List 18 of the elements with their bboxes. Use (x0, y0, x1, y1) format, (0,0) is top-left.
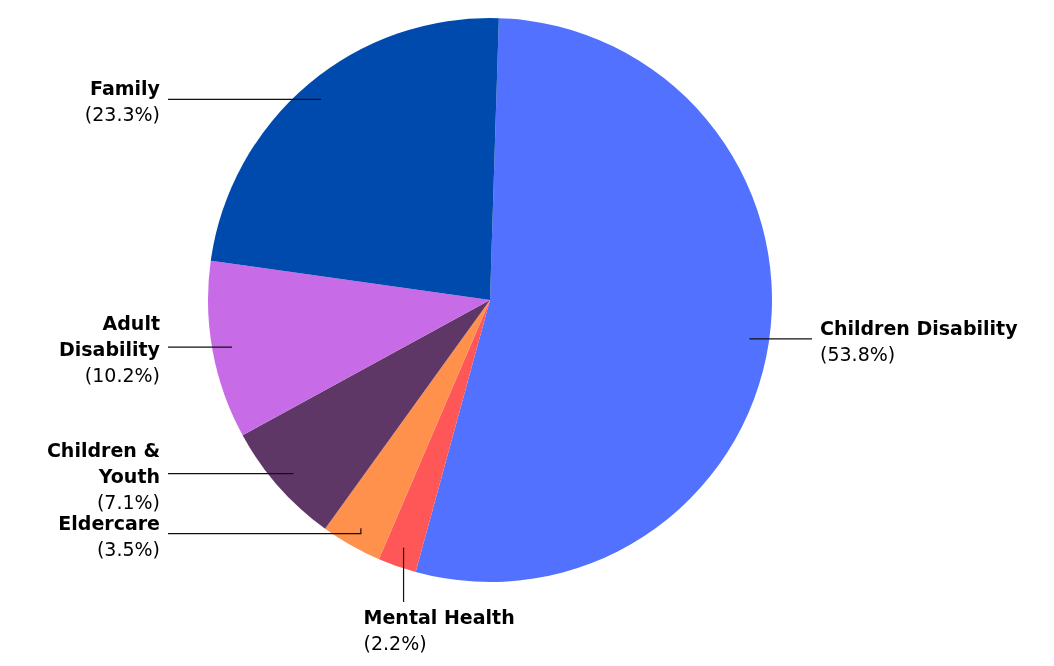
data-label: (7.1%) (96, 490, 160, 513)
data-label: (23.3%) (84, 103, 160, 126)
pie-slice (415, 18, 772, 582)
slice-label: Family (90, 77, 161, 100)
pie-slice (378, 300, 490, 573)
data-label: (3.5%) (96, 537, 160, 560)
pie-slice (208, 260, 490, 436)
pie-slice (242, 300, 490, 529)
slice-label: Adult Disability (58, 312, 161, 361)
pie-slice (210, 18, 499, 300)
data-label: (2.2%) (363, 632, 427, 654)
pie-slice (325, 300, 490, 560)
slice-label: Mental Health (363, 606, 515, 628)
slice-label: Children Disability (820, 316, 1019, 339)
slice-label: Eldercare (58, 511, 160, 534)
slice-label: Children & Youth (46, 438, 160, 487)
data-label: (10.2%) (84, 364, 160, 387)
data-label: (53.8%) (820, 342, 896, 365)
